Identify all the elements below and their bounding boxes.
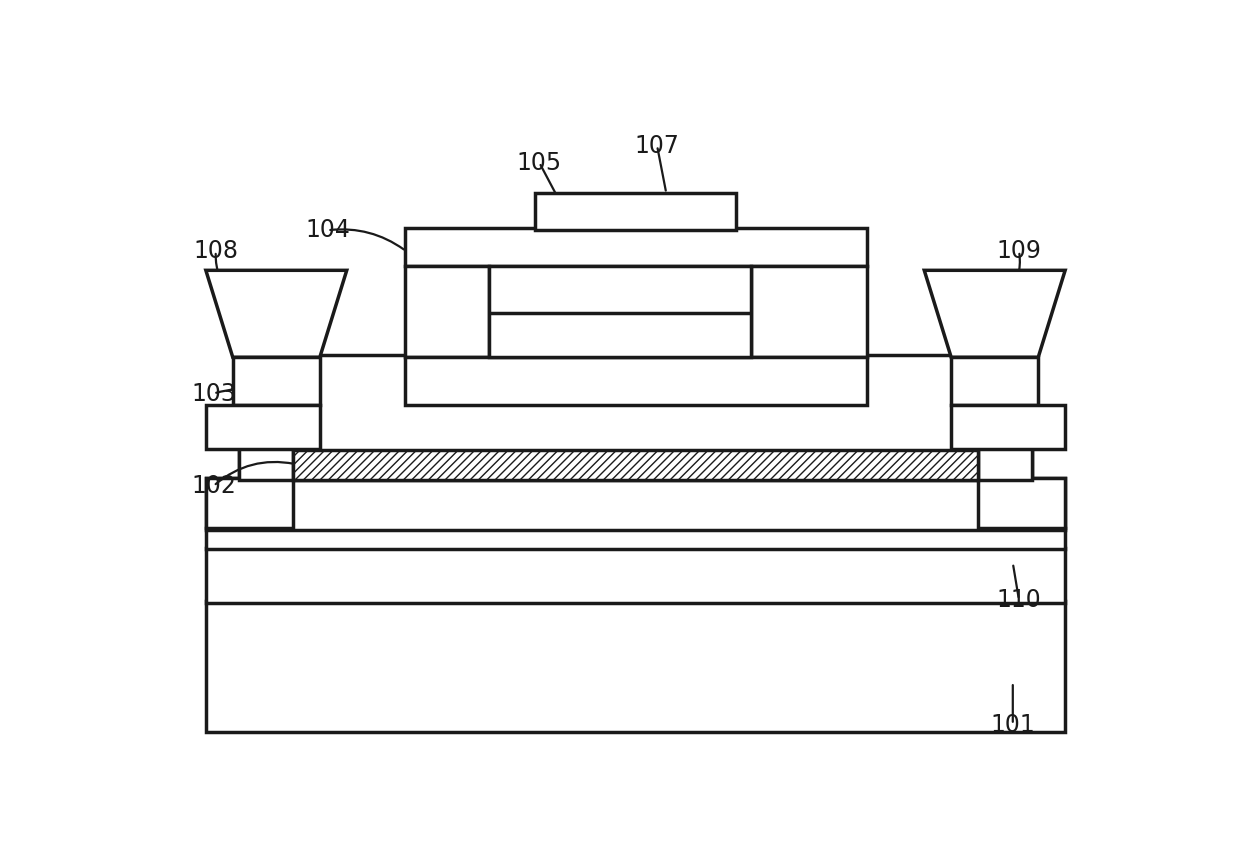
Text: 108: 108 bbox=[193, 239, 238, 263]
Polygon shape bbox=[404, 357, 867, 405]
Polygon shape bbox=[978, 447, 1032, 479]
Polygon shape bbox=[951, 405, 1065, 449]
Polygon shape bbox=[233, 357, 320, 405]
Polygon shape bbox=[951, 357, 1038, 405]
Polygon shape bbox=[751, 267, 867, 357]
Text: 101: 101 bbox=[991, 712, 1035, 737]
Polygon shape bbox=[536, 193, 735, 230]
Polygon shape bbox=[978, 479, 1065, 528]
Polygon shape bbox=[206, 479, 1065, 530]
Text: 102: 102 bbox=[191, 474, 236, 498]
Text: 109: 109 bbox=[997, 239, 1042, 263]
Polygon shape bbox=[404, 228, 867, 267]
Text: 107: 107 bbox=[635, 134, 680, 157]
Polygon shape bbox=[206, 601, 1065, 733]
Text: 105: 105 bbox=[517, 151, 562, 175]
Polygon shape bbox=[924, 270, 1065, 357]
Polygon shape bbox=[206, 528, 1065, 549]
Text: 103: 103 bbox=[191, 382, 236, 405]
Polygon shape bbox=[206, 270, 347, 357]
Polygon shape bbox=[490, 267, 751, 357]
Polygon shape bbox=[206, 547, 1065, 603]
Polygon shape bbox=[293, 450, 978, 479]
Text: 104: 104 bbox=[305, 219, 350, 242]
Polygon shape bbox=[239, 447, 1032, 479]
Polygon shape bbox=[239, 447, 293, 479]
Polygon shape bbox=[404, 267, 490, 357]
Polygon shape bbox=[293, 355, 978, 452]
Polygon shape bbox=[206, 479, 293, 528]
Text: 110: 110 bbox=[997, 588, 1042, 612]
Polygon shape bbox=[206, 405, 320, 449]
